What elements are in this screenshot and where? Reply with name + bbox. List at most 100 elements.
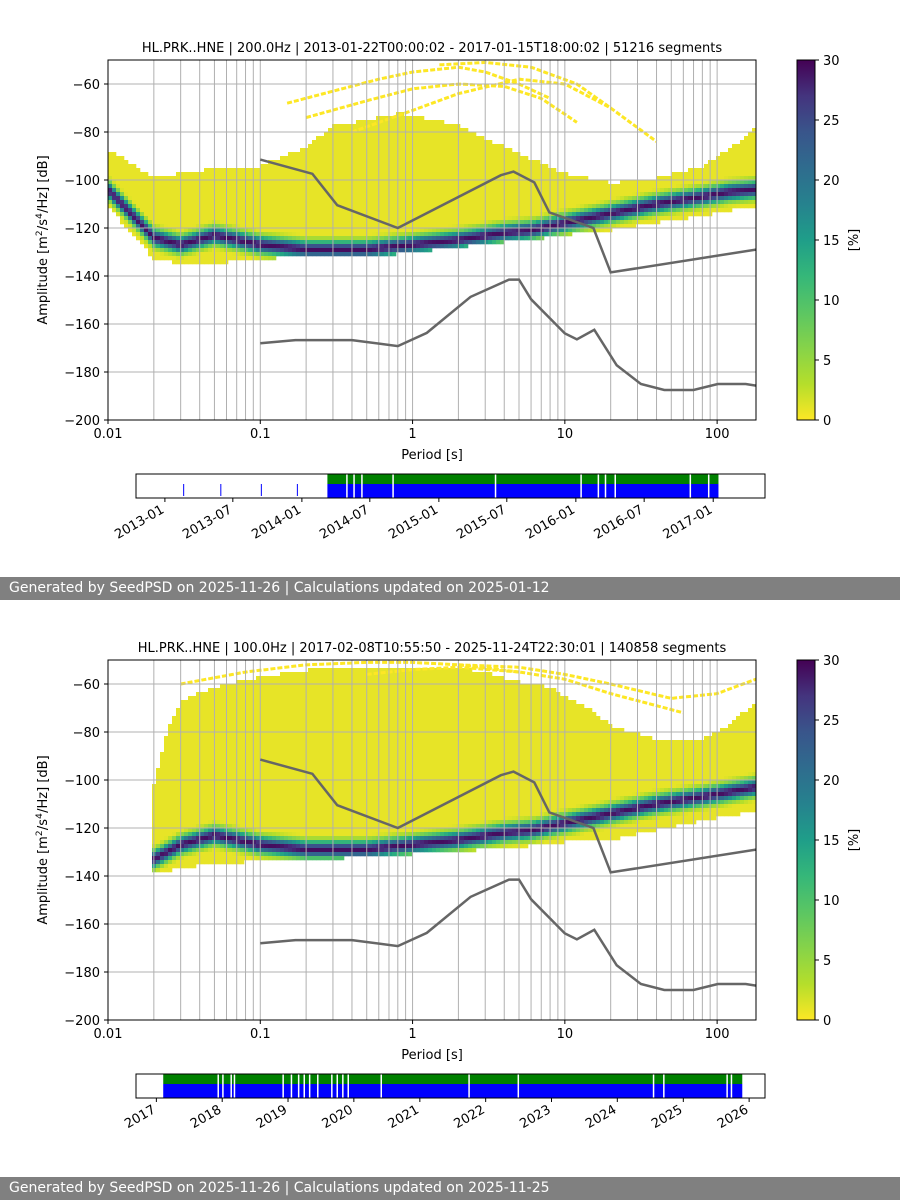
heatmap-cell [204, 784, 209, 789]
heatmap-cell [472, 240, 477, 245]
heatmap-cell [260, 232, 265, 237]
heatmap-cell [196, 716, 201, 721]
heatmap-cell [588, 212, 593, 217]
heatmap-cell [332, 208, 337, 213]
heatmap-cell [348, 180, 353, 185]
heatmap-cell [232, 800, 237, 805]
plot-grid [107, 60, 756, 421]
heatmap-cell [192, 748, 197, 753]
heatmap-cell [204, 192, 209, 197]
heatmap-cell [472, 180, 477, 185]
heatmap-cell [236, 240, 241, 245]
heatmap-cell [148, 180, 153, 185]
heatmap-cell [368, 244, 373, 249]
heatmap-cell [412, 200, 417, 205]
heatmap-cell [272, 696, 277, 701]
heatmap-cell [200, 704, 205, 709]
heatmap-cell [172, 204, 177, 209]
heatmap-cell [476, 144, 481, 149]
heatmap-cell [136, 212, 141, 217]
heatmap-cell [408, 208, 413, 213]
heatmap-cell [192, 744, 197, 749]
heatmap-cell [364, 208, 369, 213]
heatmap-cell [484, 204, 489, 209]
heatmap-cell [428, 248, 433, 253]
heatmap-cell [268, 800, 273, 805]
heatmap-cell [116, 212, 121, 217]
heatmap-cell [268, 856, 273, 861]
heatmap-cell [196, 216, 201, 221]
heatmap-cell [192, 768, 197, 773]
heatmap-cell [696, 184, 701, 189]
heatmap-cell [232, 844, 237, 849]
heatmap-cell [428, 136, 433, 141]
outlier-curve [305, 82, 578, 124]
heatmap-cell [504, 176, 509, 181]
heatmap-cell [412, 208, 417, 213]
heatmap-cell [180, 244, 185, 249]
outlier-curve [286, 65, 551, 105]
heatmap-cell [300, 216, 305, 221]
heatmap-cell [612, 184, 617, 189]
heatmap-cell [264, 744, 269, 749]
heatmap-cell [180, 776, 185, 781]
heatmap-cell [264, 188, 269, 193]
heatmap-cell [260, 216, 265, 221]
heatmap-cell [344, 176, 349, 181]
heatmap-cell [656, 220, 661, 225]
heatmap-cell [664, 180, 669, 185]
heatmap-cell [424, 176, 429, 181]
heatmap-cell [216, 848, 221, 853]
heatmap-cell [576, 176, 581, 181]
heatmap-cell [316, 160, 321, 165]
heatmap-cell [232, 756, 237, 761]
heatmap-cell [472, 200, 477, 205]
heatmap-cell [684, 200, 689, 205]
heatmap-cell [364, 180, 369, 185]
heatmap-cell [584, 188, 589, 193]
heatmap-cell [444, 240, 449, 245]
heatmap-cell [128, 180, 133, 185]
heatmap-cell [732, 200, 737, 205]
heatmap-cell [416, 124, 421, 129]
heatmap-cell [228, 816, 233, 821]
heatmap-cell [144, 196, 149, 201]
heatmap-cell [188, 848, 193, 853]
heatmap-cell [580, 204, 585, 209]
heatmap-cell [724, 192, 729, 197]
heatmap-cell [164, 752, 169, 757]
heatmap-cell [532, 236, 537, 241]
heatmap-cell [252, 776, 257, 781]
heatmap-cell [184, 260, 189, 265]
heatmap-cell [208, 180, 213, 185]
heatmap-cell [592, 224, 597, 229]
heatmap-cell [260, 840, 265, 845]
heatmap-cell [420, 200, 425, 205]
heatmap-cell [180, 236, 185, 241]
heatmap-cell [528, 220, 533, 225]
heatmap-cell [732, 192, 737, 197]
heatmap-cell [256, 740, 261, 745]
heatmap-cell [440, 144, 445, 149]
heatmap-cell [132, 212, 137, 217]
heatmap-cell [228, 708, 233, 713]
heatmap-cell [236, 180, 241, 185]
heatmap-cell [268, 224, 273, 229]
heatmap-cell [284, 180, 289, 185]
heatmap-cell [228, 188, 233, 193]
heatmap-cell [420, 156, 425, 161]
heatmap-cell [216, 208, 221, 213]
heatmap-cell [248, 684, 253, 689]
heatmap-cell [128, 216, 133, 221]
heatmap-cell [332, 236, 337, 241]
heatmap-cell [340, 184, 345, 189]
heatmap-cell [688, 184, 693, 189]
heatmap-cell [340, 232, 345, 237]
heatmap-cell [124, 176, 129, 181]
heatmap-cell [148, 240, 153, 245]
heatmap-cell [220, 180, 225, 185]
heatmap-cell [656, 188, 661, 193]
heatmap-cell [500, 212, 505, 217]
heatmap-cell [160, 176, 165, 181]
heatmap-cell [316, 136, 321, 141]
